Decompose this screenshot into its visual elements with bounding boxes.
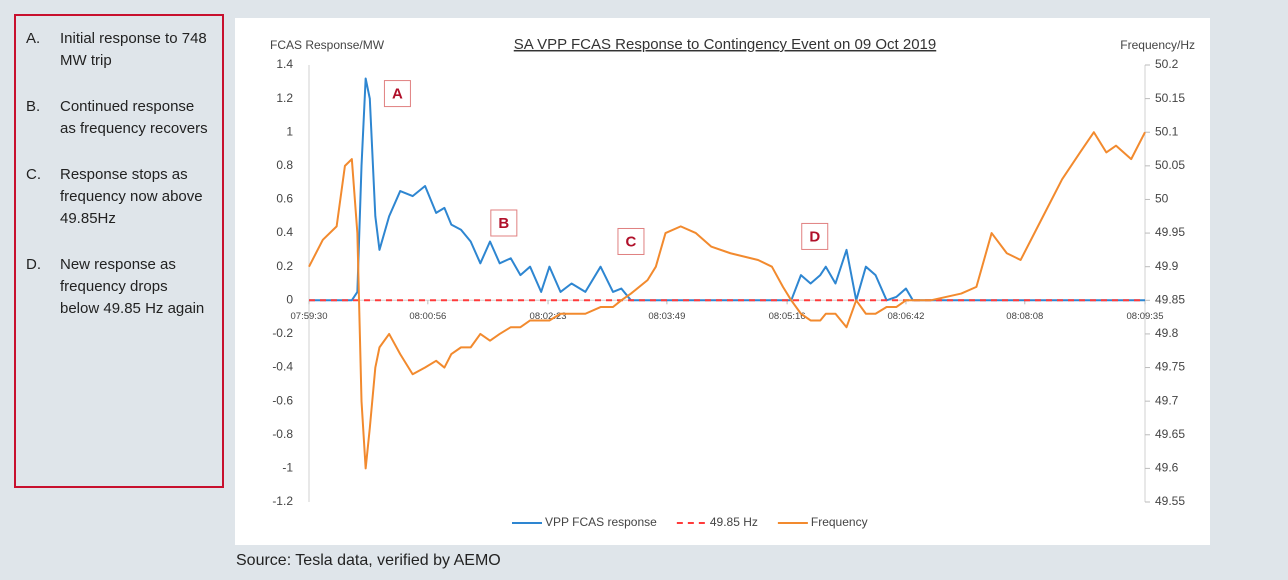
x-tick-label: 08:05:16 <box>769 311 806 322</box>
note-letter: B. <box>26 98 41 115</box>
y-tick-label: -1.2 <box>272 494 293 508</box>
note: A. Initial response to 748 MW trip <box>26 28 214 72</box>
annotation-box <box>617 227 645 255</box>
chart-title: SA VPP FCAS Response to Contingency Even… <box>514 36 936 53</box>
y-tick-label: -1 <box>282 461 293 475</box>
x-tick-label: 08:08:08 <box>1006 311 1043 322</box>
x-tick-label: 08:06:42 <box>887 311 924 322</box>
y2-tick-label: 49.8 <box>1155 326 1179 340</box>
y2-tick-label: 50.15 <box>1155 91 1185 105</box>
note: B. Continued response as frequency recove… <box>26 96 214 140</box>
y-tick-label: 1.2 <box>276 91 293 105</box>
y2-tick-label: 50.1 <box>1155 124 1179 138</box>
note-text: New response as frequency drops below 49… <box>60 256 205 317</box>
x-tick-label: 08:00:56 <box>409 311 446 322</box>
y2-tick-label: 49.7 <box>1155 393 1179 407</box>
y-tick-label: 0.8 <box>276 158 293 172</box>
y2-tick-label: 49.75 <box>1155 360 1185 374</box>
y2-tick-label: 49.65 <box>1155 427 1185 441</box>
y2-tick-label: 49.9 <box>1155 259 1179 273</box>
series-line <box>308 131 1146 470</box>
legend-label: Frequency <box>811 515 868 529</box>
note: C. Response stops as frequency now above … <box>26 164 214 230</box>
y-tick-label: -0.6 <box>272 393 293 407</box>
x-tick-label: 08:09:35 <box>1127 311 1164 322</box>
annotation-label: D <box>809 228 820 245</box>
chart: SA VPP FCAS Response to Contingency Even… <box>235 18 1210 545</box>
annotation-label: A <box>392 86 403 103</box>
y2-tick-label: 50.05 <box>1155 158 1185 172</box>
legend-label: 49.85 Hz <box>710 515 758 529</box>
y2-tick-label: 49.85 <box>1155 292 1185 306</box>
annotation-label: B <box>498 215 509 232</box>
annotation-box <box>490 209 518 237</box>
y2-tick-label: 49.6 <box>1155 461 1179 475</box>
y-tick-label: 0.2 <box>276 259 293 273</box>
note: D. New response as frequency drops below … <box>26 254 214 320</box>
y-axis-label: FCAS Response/MW <box>270 38 385 52</box>
y2-tick-label: 49.95 <box>1155 225 1185 239</box>
y-tick-label: -0.2 <box>272 326 293 340</box>
x-tick-label: 07:59:30 <box>291 311 328 322</box>
note-text: Initial response to 748 MW trip <box>60 30 207 69</box>
note-text: Continued response as frequency recovers <box>60 98 208 137</box>
y-tick-label: -0.8 <box>272 427 293 441</box>
source-note: Source: Tesla data, verified by AEMO <box>236 552 501 569</box>
y2-tick-label: 50.2 <box>1155 57 1179 71</box>
legend: VPP FCAS response 49.85 Hz Frequency <box>512 515 868 529</box>
note-text: Response stops as frequency now above 49… <box>60 166 203 227</box>
y2-tick-label: 50 <box>1155 192 1169 206</box>
annotation-label: C <box>626 233 637 250</box>
legend-label: VPP FCAS response <box>545 515 657 529</box>
y-tick-label: 1 <box>286 124 293 138</box>
note-letter: D. <box>26 256 41 273</box>
y-tick-label: 0 <box>286 292 293 306</box>
note-letter: A. <box>26 30 41 47</box>
chart-background <box>235 18 1210 545</box>
annotation-box <box>383 80 411 108</box>
notes-panel: A. Initial response to 748 MW trip B. Conti… <box>14 14 224 488</box>
note-letter: C. <box>26 166 41 183</box>
y2-tick-label: 49.55 <box>1155 494 1185 508</box>
x-tick-label: 08:02:23 <box>530 311 567 322</box>
y-tick-label: 1.4 <box>276 57 293 71</box>
annotation-box <box>801 222 829 250</box>
y-tick-label: 0.6 <box>276 192 293 206</box>
y-tick-label: -0.4 <box>272 360 293 374</box>
y-tick-label: 0.4 <box>276 225 293 239</box>
x-tick-label: 08:03:49 <box>648 311 685 322</box>
y2-axis-label: Frequency/Hz <box>1120 38 1195 52</box>
